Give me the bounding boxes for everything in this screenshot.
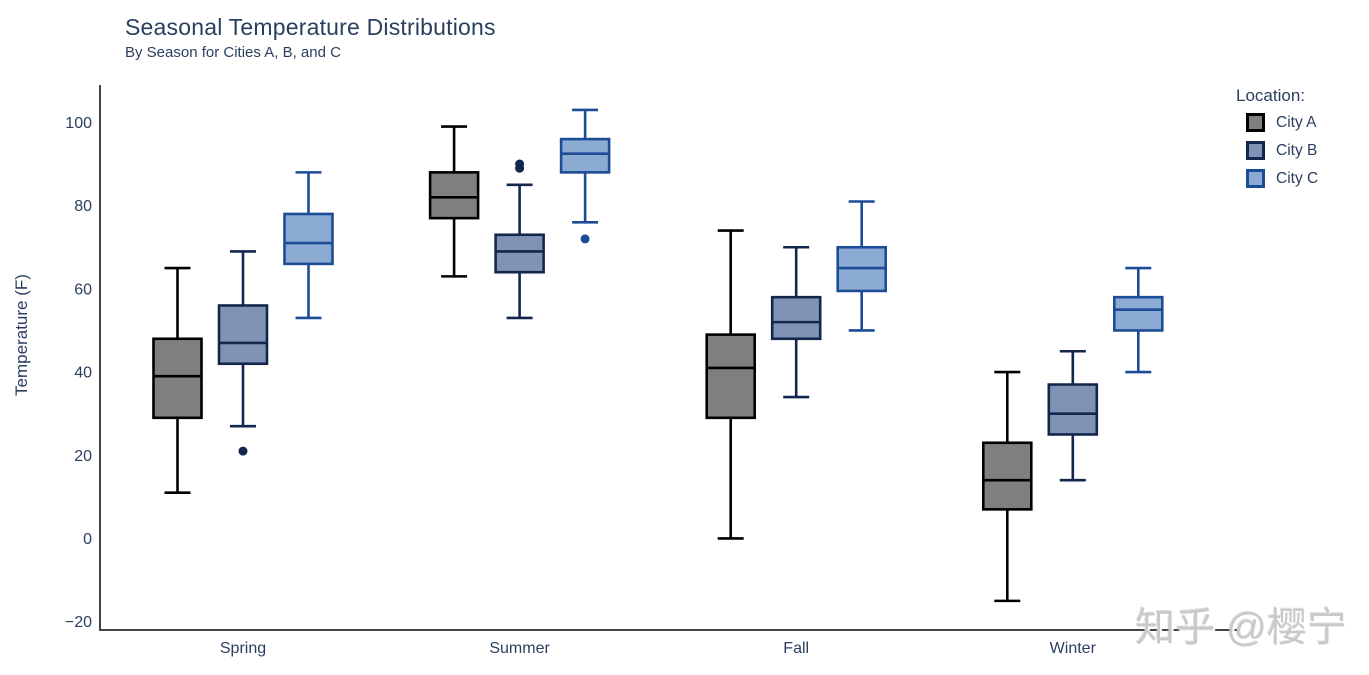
city-c-swatch-icon xyxy=(1246,169,1265,188)
legend-label: City A xyxy=(1276,113,1317,131)
y-tick-label: 60 xyxy=(74,281,92,298)
box-city-a-winter xyxy=(981,441,1033,511)
outlier-city-b-summer xyxy=(515,159,525,169)
x-category-label: Winter xyxy=(1050,640,1097,657)
city-b-swatch-icon xyxy=(1246,141,1265,160)
chart-title: Seasonal Temperature Distributions xyxy=(125,14,496,40)
box-city-c-winter xyxy=(1113,295,1164,332)
box-city-a-spring xyxy=(152,337,203,420)
box-city-b-summer xyxy=(494,233,545,274)
box-city-c-summer xyxy=(559,137,611,174)
legend: Location: City A City B City C xyxy=(1236,86,1318,197)
legend-item-city-a[interactable]: City A xyxy=(1236,113,1318,132)
y-tick-label: 80 xyxy=(74,198,92,215)
chart-subtitle: By Season for Cities A, B, and C xyxy=(125,44,341,61)
x-category-label: Fall xyxy=(783,640,809,657)
legend-item-city-b[interactable]: City B xyxy=(1236,141,1318,160)
x-category-label: Summer xyxy=(489,640,550,657)
box-city-b-fall xyxy=(770,295,822,341)
box-city-a-fall xyxy=(705,333,757,420)
legend-label: City B xyxy=(1276,141,1318,159)
city-a-swatch-icon xyxy=(1246,113,1265,132)
y-tick-label: 20 xyxy=(74,448,92,465)
x-category-label: Spring xyxy=(220,640,266,657)
y-tick-label: −20 xyxy=(65,614,92,631)
box-city-b-winter xyxy=(1047,383,1099,436)
y-tick-label: 40 xyxy=(74,365,92,382)
outlier-city-c-summer xyxy=(580,234,590,244)
box-city-b-spring xyxy=(217,304,269,366)
y-tick-label: 0 xyxy=(83,531,92,548)
y-tick-label: 100 xyxy=(65,115,92,132)
legend-title: Location: xyxy=(1236,86,1305,105)
box-city-a-summer xyxy=(428,171,480,220)
box-city-c-spring xyxy=(283,212,334,266)
watermark: 知乎 @樱宁 xyxy=(1135,606,1347,650)
legend-item-city-c[interactable]: City C xyxy=(1236,169,1318,188)
outlier-city-b-spring xyxy=(238,446,248,456)
legend-label: City C xyxy=(1276,169,1319,187)
